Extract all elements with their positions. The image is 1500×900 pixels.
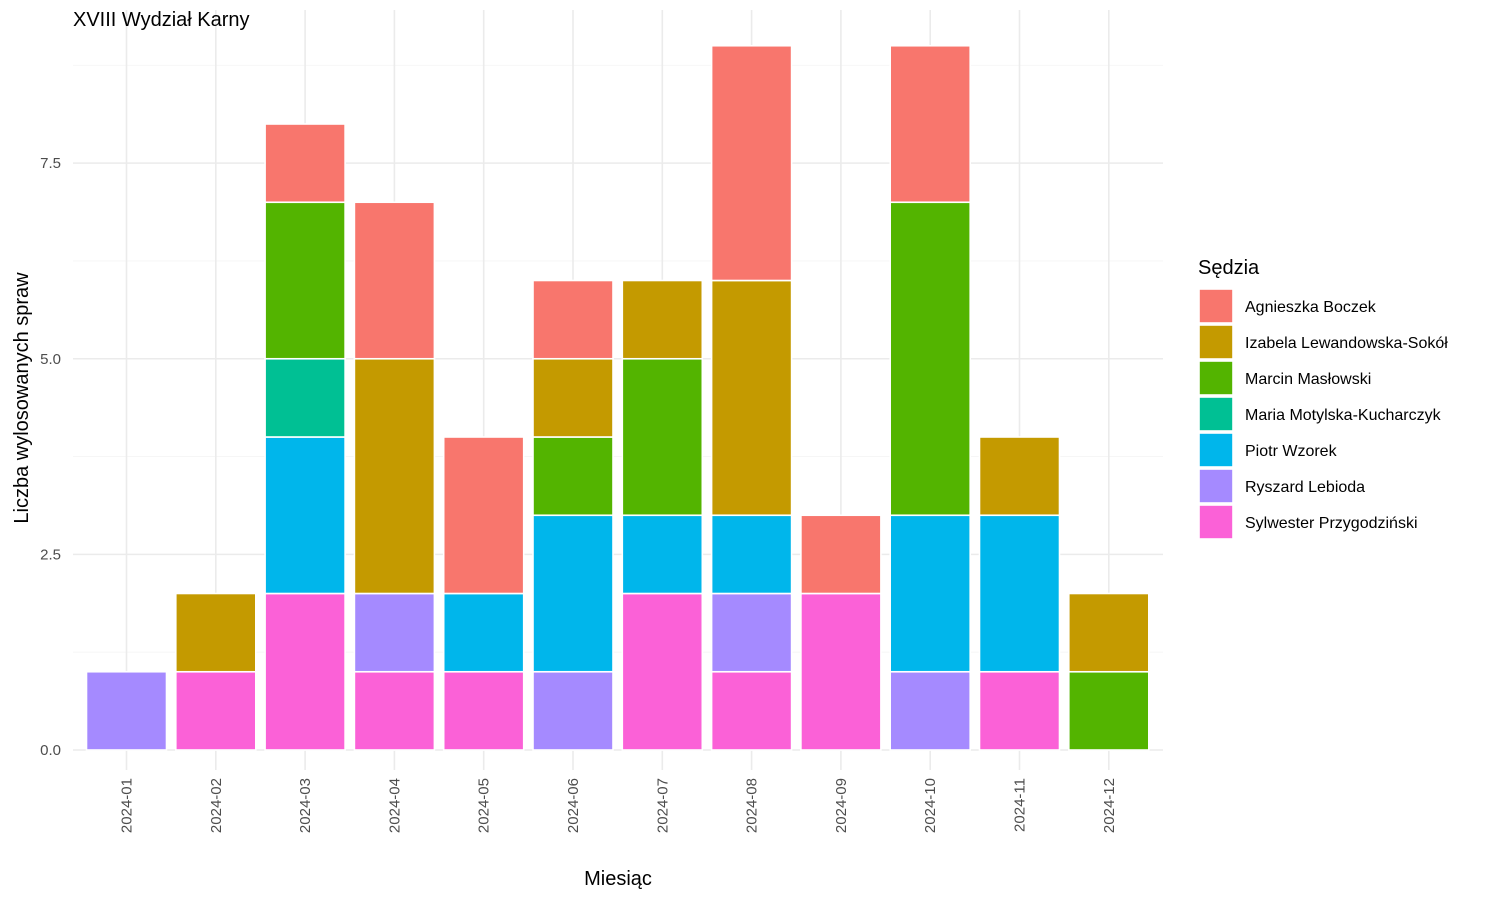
bar-segment bbox=[442, 592, 525, 673]
bar-segment bbox=[621, 592, 704, 751]
x-tick-label: 2024-01 bbox=[119, 778, 136, 833]
x-tick-label: 2024-10 bbox=[922, 778, 939, 833]
bar-segment bbox=[621, 279, 704, 360]
bar-segment bbox=[532, 279, 614, 360]
y-tick-label: 2.5 bbox=[40, 546, 61, 563]
bar-segment bbox=[889, 514, 972, 673]
bar-segment bbox=[889, 670, 972, 751]
bar-segment bbox=[889, 201, 972, 517]
x-tick-label: 2024-12 bbox=[1101, 778, 1118, 833]
chart-title: XVIII Wydział Karny bbox=[73, 9, 250, 31]
bar-segment bbox=[1068, 670, 1150, 751]
y-axis-ticks: 0.0 2.5 5.0 7.5 bbox=[40, 155, 61, 759]
bar-segment bbox=[532, 514, 614, 673]
bar-segment bbox=[800, 592, 882, 751]
bar-segment bbox=[621, 357, 704, 517]
legend-swatch bbox=[1198, 432, 1234, 468]
legend-label: Ryszard Lebioda bbox=[1245, 479, 1365, 496]
bar-segment bbox=[85, 670, 168, 751]
legend-swatch bbox=[1198, 396, 1234, 432]
bar-segment bbox=[532, 436, 614, 517]
x-tick-label: 2024-07 bbox=[654, 778, 671, 833]
bar-segment bbox=[353, 592, 436, 673]
bar-segment bbox=[442, 670, 525, 751]
bar-segment bbox=[264, 436, 346, 595]
legend-swatch bbox=[1198, 468, 1234, 504]
legend-title: Sędzia bbox=[1198, 257, 1260, 279]
y-tick-label: 7.5 bbox=[40, 155, 61, 172]
legend-swatch bbox=[1198, 504, 1234, 540]
x-tick-label: 2024-09 bbox=[833, 778, 850, 833]
bar-segment bbox=[978, 670, 1061, 751]
bar-segment bbox=[353, 201, 436, 360]
x-axis-title: Miesiąc bbox=[584, 868, 652, 890]
bar-segment bbox=[1068, 592, 1150, 673]
bar-segment bbox=[264, 592, 346, 751]
legend-label: Marcin Masłowski bbox=[1245, 371, 1371, 388]
legend-swatch bbox=[1198, 360, 1234, 396]
y-tick-label: 5.0 bbox=[40, 351, 61, 368]
y-tick-label: 0.0 bbox=[40, 742, 61, 759]
x-tick-label: 2024-06 bbox=[565, 778, 582, 833]
bar-segment bbox=[710, 670, 793, 751]
legend-swatch bbox=[1198, 324, 1234, 360]
bar-segment bbox=[978, 514, 1061, 673]
bar-segment bbox=[978, 436, 1061, 517]
x-axis-ticks: 2024-01 2024-02 2024-03 2024-04 2024-05 2024-… bbox=[119, 778, 1118, 833]
x-tick-label: 2024-08 bbox=[744, 778, 761, 833]
legend-label: Izabela Lewandowska-Sokół bbox=[1245, 335, 1448, 352]
legend-label: Maria Motylska-Kucharczyk bbox=[1245, 407, 1442, 424]
x-tick-label: 2024-03 bbox=[297, 778, 314, 833]
bar-segment bbox=[800, 514, 882, 595]
bar-segment bbox=[710, 514, 793, 595]
legend-label: Agnieszka Boczek bbox=[1245, 299, 1377, 316]
bar-segment bbox=[353, 670, 436, 751]
bar-segment bbox=[532, 357, 614, 438]
bar-segment bbox=[889, 44, 972, 204]
bar-segment bbox=[264, 201, 346, 360]
x-tick-label: 2024-02 bbox=[208, 778, 225, 833]
bar-segment bbox=[710, 44, 793, 282]
bar-segment bbox=[353, 357, 436, 595]
bar-segment bbox=[710, 592, 793, 673]
bar-segment bbox=[710, 279, 793, 517]
bars bbox=[85, 44, 1150, 751]
bar-segment bbox=[442, 436, 525, 595]
bar-segment bbox=[532, 670, 614, 751]
legend-label: Piotr Wzorek bbox=[1245, 443, 1338, 460]
y-axis-title: Liczba wylosowanych spraw bbox=[11, 272, 33, 524]
bar-segment bbox=[264, 357, 346, 438]
legend: Sędzia Agnieszka Boczek Izabela Lewandows… bbox=[1198, 257, 1448, 540]
x-tick-label: 2024-11 bbox=[1012, 778, 1029, 832]
legend-swatch bbox=[1198, 288, 1234, 324]
bar-segment bbox=[175, 592, 257, 673]
bar-segment bbox=[621, 514, 704, 595]
legend-label: Sylwester Przygodziński bbox=[1245, 515, 1418, 532]
bar-segment bbox=[175, 670, 257, 751]
x-tick-label: 2024-05 bbox=[476, 778, 493, 833]
bar-segment bbox=[264, 123, 346, 204]
x-tick-label: 2024-04 bbox=[386, 778, 403, 833]
